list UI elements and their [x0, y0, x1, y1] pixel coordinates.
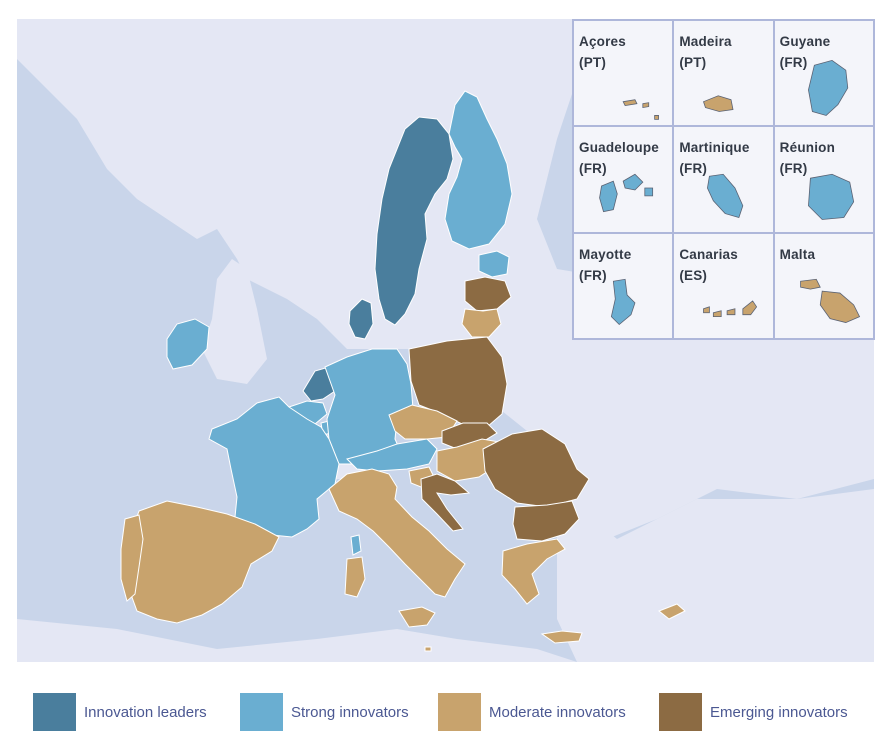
- territory-outline-icon: [807, 59, 848, 116]
- country-it: [398, 606, 436, 628]
- legend-label: Innovation leaders: [84, 703, 207, 721]
- inset-country-code: (FR): [679, 161, 708, 177]
- inset-aores: Açores (PT): [573, 20, 674, 127]
- inset-guadeloupe: Guadeloupe (FR): [573, 126, 674, 233]
- legend-label: Strong innovators: [291, 703, 409, 721]
- inset-region-shape: [807, 174, 854, 221]
- inset-name: Réunion: [779, 140, 836, 156]
- country-cy: [658, 603, 686, 620]
- country-gr: [540, 630, 583, 644]
- inset-label: Açores (PT): [579, 31, 626, 73]
- inset-region-shape: [799, 278, 860, 323]
- inset-label: Martinique (FR): [679, 137, 749, 179]
- island-outline-icon: [703, 95, 734, 112]
- country-ee: [478, 250, 510, 278]
- country-pl: [408, 336, 508, 428]
- legend-label: Moderate innovators: [489, 703, 626, 721]
- island-outline-icon: [807, 174, 854, 221]
- island-outline-icon: [707, 174, 744, 219]
- inset-name: Guyane: [779, 34, 831, 49]
- legend: Innovation leaders Strong innovators Moder…: [33, 693, 873, 731]
- legend-swatch: [240, 693, 283, 731]
- inset-guyane: Guyane (FR): [773, 20, 874, 127]
- inset-country-code: (FR): [779, 55, 808, 70]
- inset-name: Madeira: [679, 34, 732, 49]
- inset-canarias: Canarias (ES): [673, 232, 774, 339]
- country-de: [324, 348, 414, 465]
- inset-runion: Réunion (FR): [773, 126, 874, 233]
- inset-name: Martinique: [679, 140, 750, 156]
- country-hr: [420, 473, 471, 532]
- inset-label: Guyane (FR): [780, 31, 831, 73]
- island-outline-icon: [799, 278, 860, 323]
- country-ie: [166, 318, 210, 370]
- eu-countries: [120, 90, 686, 652]
- inset-malta: Malta: [773, 232, 874, 339]
- legend-item-emerging-innovators: Emerging innovators: [659, 693, 848, 731]
- inset-region-shape: [703, 300, 758, 317]
- country-fr: [350, 534, 362, 556]
- inset-region-shape: [599, 174, 654, 213]
- legend-swatch: [438, 693, 481, 731]
- inset-country-code: (FR): [779, 161, 808, 177]
- country-it: [344, 556, 366, 598]
- legend-item-innovation-leaders: Innovation leaders: [33, 693, 207, 731]
- country-fr: [208, 396, 340, 538]
- inset-label: Réunion (FR): [780, 137, 835, 179]
- country-mt: [424, 646, 432, 652]
- inset-label: Canarias (ES): [679, 244, 738, 286]
- inset-madeira: Madeira (PT): [673, 20, 774, 127]
- country-bg: [512, 500, 580, 542]
- country-pt: [120, 514, 144, 602]
- legend-swatch: [33, 693, 76, 731]
- country-gr: [501, 538, 566, 605]
- legend-item-moderate-innovators: Moderate innovators: [438, 693, 626, 731]
- country-sk: [441, 422, 498, 450]
- inset-name: Malta: [779, 246, 816, 262]
- inset-country-code: (PT): [679, 55, 707, 70]
- country-fi: [444, 90, 513, 250]
- island-outline-icon: [599, 174, 654, 213]
- legend-label: Emerging innovators: [710, 703, 848, 721]
- inset-name: Canarias: [679, 246, 738, 262]
- inset-label: Malta: [780, 244, 816, 265]
- inset-country-code: (FR): [579, 267, 607, 283]
- country-ro: [482, 428, 590, 508]
- legend-swatch: [659, 693, 702, 731]
- inset-country-code: (FR): [579, 161, 607, 177]
- inset-region-shape: [622, 99, 659, 120]
- inset-label: Mayotte (FR): [579, 244, 631, 286]
- outermost-regions-insets: Açores (PT) Madeira (PT) Guyane (FR) Guadeloup…: [572, 19, 875, 340]
- island-outline-icon: [610, 278, 636, 325]
- country-dk: [348, 298, 374, 340]
- inset-region-shape: [807, 59, 848, 116]
- archipelago-outline-icon: [622, 99, 659, 120]
- inset-country-code: (PT): [579, 55, 607, 70]
- country-it: [328, 468, 466, 598]
- inset-name: Mayotte: [579, 246, 632, 262]
- inset-mayotte: Mayotte (FR): [573, 232, 674, 339]
- inset-name: Guadeloupe: [579, 140, 660, 156]
- inset-name: Açores: [579, 34, 626, 49]
- legend-item-strong-innovators: Strong innovators: [240, 693, 409, 731]
- inset-country-code: (ES): [679, 267, 708, 283]
- inset-label: Madeira (PT): [679, 31, 731, 73]
- inset-martinique: Martinique (FR): [673, 126, 774, 233]
- country-lv: [464, 276, 512, 312]
- inset-region-shape: [610, 278, 636, 325]
- archipelago-outline-icon: [703, 300, 758, 317]
- country-se: [374, 116, 454, 326]
- country-lt: [461, 308, 502, 338]
- inset-label: Guadeloupe (FR): [579, 137, 659, 179]
- inset-region-shape: [707, 174, 744, 219]
- inset-region-shape: [703, 95, 734, 112]
